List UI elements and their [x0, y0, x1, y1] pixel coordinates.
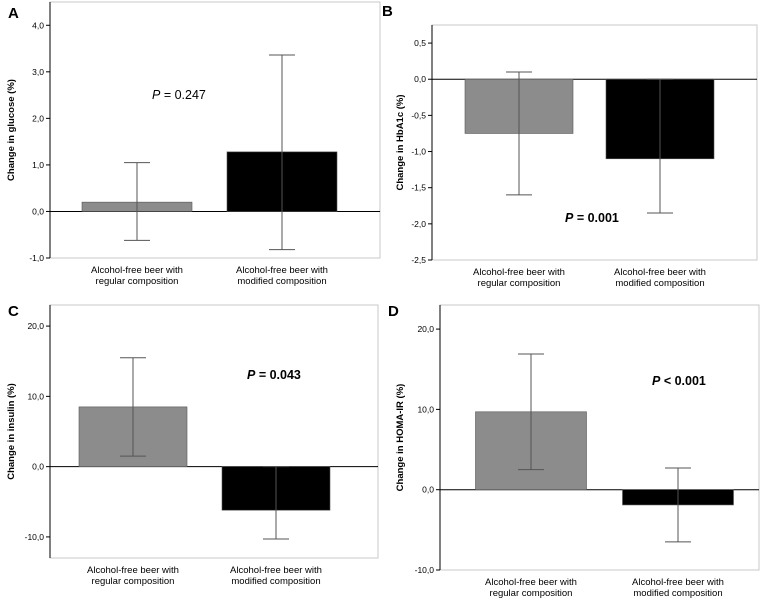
- x-tick-label: regular composition: [96, 276, 179, 287]
- x-tick-label: regular composition: [478, 278, 561, 289]
- p-value-annotation: P < 0.001: [652, 374, 706, 388]
- x-tick-label: Alcohol-free beer with: [230, 565, 322, 576]
- x-tick-label: modified composition: [237, 276, 326, 287]
- p-value: = 0.247: [160, 88, 206, 102]
- p-value: = 0.001: [573, 211, 619, 225]
- y-axis-label: Change in glucose (%): [6, 79, 17, 181]
- y-tick-label: 20,0: [417, 324, 434, 334]
- y-tick-label: -2,0: [411, 219, 426, 229]
- p-symbol: P: [152, 88, 161, 102]
- panel-a: A -1,0 0,0 1,0 2,0 3,0 4,0 Change in glucose (%…: [6, 1, 381, 287]
- panel-d: D -10,0 0,0 10,0 20,0 Change in HOMA-IR (%) Al…: [388, 303, 760, 599]
- x-tick-label: modified composition: [615, 278, 704, 289]
- p-value-annotation: P = 0.001: [565, 211, 619, 225]
- y-tick-label: 2,0: [32, 113, 44, 123]
- panel-letter: D: [388, 303, 399, 320]
- p-symbol: P: [565, 211, 574, 225]
- panel-c: C -10,0 0,0 10,0 20,0 Change in insulin (%) Al…: [6, 303, 379, 587]
- y-tick-label: 20,0: [27, 321, 44, 331]
- y-tick-label: -1,5: [411, 183, 426, 193]
- y-axis-label: Change in HOMA-IR (%): [395, 384, 406, 492]
- x-tick-label: Alcohol-free beer with: [91, 265, 183, 276]
- y-tick-label: 0,0: [32, 206, 44, 216]
- x-tick-label: Alcohol-free beer with: [485, 577, 577, 588]
- x-tick-label: Alcohol-free beer with: [632, 577, 724, 588]
- y-tick-label: -1,0: [29, 253, 44, 263]
- x-tick-label: regular composition: [92, 576, 175, 587]
- y-tick-label: -0,5: [411, 110, 426, 120]
- p-value: = 0.043: [255, 368, 301, 382]
- y-tick-label: 0,0: [414, 74, 426, 84]
- panel-b: B -2,5 -2,0 -1,5 -1,0 -0,5 0,0 0,5 Change in HbA…: [382, 3, 758, 289]
- y-tick-label: -1,0: [411, 147, 426, 157]
- panel-letter: C: [8, 303, 19, 320]
- y-tick-label: 3,0: [32, 67, 44, 77]
- panel-letter: A: [8, 5, 19, 22]
- p-value: < 0.001: [660, 374, 706, 388]
- p-symbol: P: [247, 368, 256, 382]
- y-axis-label: Change in insulin (%): [6, 383, 17, 480]
- x-tick-label: modified composition: [633, 588, 722, 599]
- y-tick-label: -2,5: [411, 255, 426, 265]
- y-axis-label: Change in HbA1c (%): [395, 94, 406, 190]
- plot-frame: [49, 1, 381, 259]
- x-tick-label: regular composition: [490, 588, 573, 599]
- p-symbol: P: [652, 374, 661, 388]
- y-tick-label: 10,0: [417, 404, 434, 414]
- y-tick-label: 0,5: [414, 38, 426, 48]
- x-tick-label: Alcohol-free beer with: [87, 565, 179, 576]
- y-tick-label: 1,0: [32, 160, 44, 170]
- p-value-annotation: P = 0.247: [152, 88, 206, 102]
- x-tick-label: Alcohol-free beer with: [236, 265, 328, 276]
- y-tick-label: -10,0: [415, 565, 435, 575]
- x-tick-label: Alcohol-free beer with: [473, 267, 565, 278]
- y-tick-label: 10,0: [27, 391, 44, 401]
- panel-letter: B: [382, 3, 393, 20]
- p-value-annotation: P = 0.043: [247, 368, 301, 382]
- x-tick-label: modified composition: [231, 576, 320, 587]
- y-tick-label: -10,0: [25, 532, 45, 542]
- y-tick-label: 0,0: [32, 462, 44, 472]
- x-tick-label: Alcohol-free beer with: [614, 267, 706, 278]
- y-tick-label: 4,0: [32, 20, 44, 30]
- y-tick-label: 0,0: [422, 485, 434, 495]
